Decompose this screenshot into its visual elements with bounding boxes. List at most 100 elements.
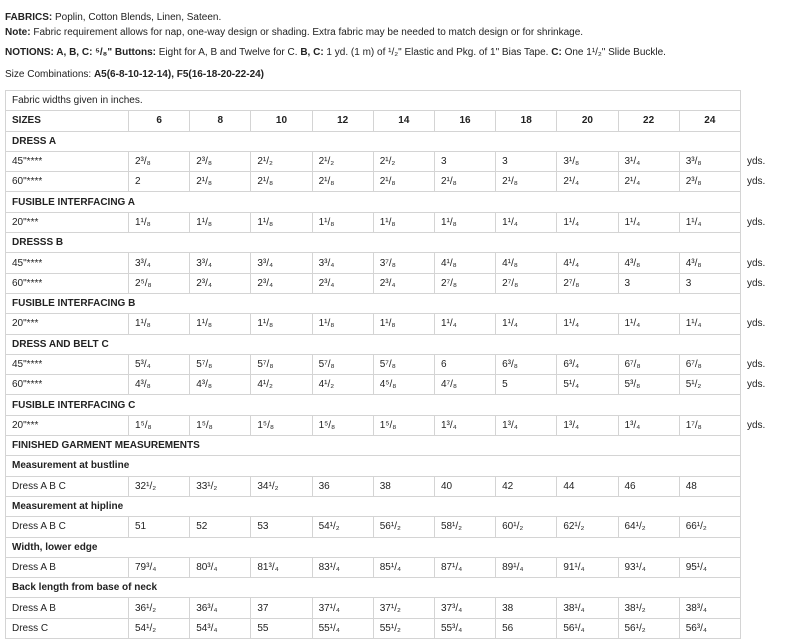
value-cell: 2¹/₂ — [251, 151, 312, 171]
value-cell: 1¹/₄ — [618, 212, 679, 232]
value-cell: 58¹/₂ — [434, 517, 495, 537]
section-row: Back length from base of neck — [6, 578, 794, 598]
value-cell: 37 — [251, 598, 312, 618]
value-cell: 1¹/₄ — [557, 314, 618, 334]
value-cell: 2³/₄ — [251, 273, 312, 293]
value-cell: 4³/₈ — [129, 375, 190, 395]
header-cell: 18 — [496, 111, 557, 131]
unit-cell — [740, 293, 794, 313]
value-cell: 5³/₄ — [129, 354, 190, 374]
value-cell: 1¹/₈ — [251, 314, 312, 334]
notions-line: NOTIONS: A, B, C: ⁵/₈" Buttons: Eight fo… — [5, 47, 666, 58]
value-cell: 2³/₄ — [190, 273, 251, 293]
row-label: Dress A B — [6, 598, 129, 618]
value-cell: 4¹/₈ — [496, 253, 557, 273]
value-cell: 4³/₈ — [679, 253, 740, 273]
value-cell: 46 — [618, 476, 679, 496]
value-cell: 44 — [557, 476, 618, 496]
value-cell: 6⁷/₈ — [679, 354, 740, 374]
header-cell: 16 — [434, 111, 495, 131]
label: NOTIONS: A, B, C: ⁵/₈" Buttons: — [5, 47, 156, 58]
value-cell: 2⁷/₈ — [557, 273, 618, 293]
value-cell: 5¹/₄ — [557, 375, 618, 395]
value-cell: 1¹/₄ — [496, 212, 557, 232]
value-cell: 32¹/₂ — [129, 476, 190, 496]
text: Fabric requirement allows for nap, one-w… — [31, 27, 584, 38]
unit-cell: yds. — [740, 172, 794, 192]
unit-cell — [740, 436, 794, 456]
header-cell: 12 — [312, 111, 373, 131]
value-cell: 81³/₄ — [251, 557, 312, 577]
value-cell: 37³/₄ — [434, 598, 495, 618]
section-title: Measurement at hipline — [6, 496, 741, 516]
value-cell: 1¹/₈ — [129, 314, 190, 334]
value-cell: 3⁷/₈ — [373, 253, 434, 273]
value-cell: 55³/₄ — [434, 618, 495, 638]
value-cell: 6 — [434, 354, 495, 374]
value-cell: 54³/₄ — [190, 618, 251, 638]
value-cell: 2⁷/₈ — [496, 273, 557, 293]
value-cell: 1¹/₈ — [190, 212, 251, 232]
value-cell: 1⁵/₈ — [129, 415, 190, 435]
label: FABRICS: — [5, 12, 52, 23]
header-cell: 22 — [618, 111, 679, 131]
section-row: Width, lower edge — [6, 537, 794, 557]
value-cell: 5³/₈ — [618, 375, 679, 395]
value-cell: 2¹/₈ — [251, 172, 312, 192]
value-cell: 1³/₄ — [618, 415, 679, 435]
unit-cell — [740, 598, 794, 618]
section-row: FUSIBLE INTERFACING C — [6, 395, 794, 415]
header-cell: 14 — [373, 111, 434, 131]
value-cell: 1⁵/₈ — [190, 415, 251, 435]
unit-cell — [740, 192, 794, 212]
value-cell: 79³/₄ — [129, 557, 190, 577]
unit-cell: yds. — [740, 273, 794, 293]
value-cell: 3³/₄ — [190, 253, 251, 273]
value-cell: 56¹/₄ — [557, 618, 618, 638]
section-title: Measurement at bustline — [6, 456, 741, 476]
value-cell: 42 — [496, 476, 557, 496]
text: 1 yd. (1 m) of ¹/₂" Elastic and Pkg. of … — [324, 47, 552, 58]
value-cell: 87¹/₄ — [434, 557, 495, 577]
row-label: 20"*** — [6, 415, 129, 435]
value-cell: 80³/₄ — [190, 557, 251, 577]
value-cell: 4⁵/₈ — [373, 375, 434, 395]
sizes-line: Size Combinations: A5(6-8-10-12-14), F5(… — [5, 69, 264, 80]
value-cell: 48 — [679, 476, 740, 496]
value-cell: 4¹/₈ — [434, 253, 495, 273]
value-cell: 1¹/₄ — [434, 314, 495, 334]
value-cell: 1¹/₈ — [312, 314, 373, 334]
value-cell: 4¹/₂ — [312, 375, 373, 395]
value-cell: 2⁵/₈ — [129, 273, 190, 293]
unit-cell — [740, 496, 794, 516]
section-title: FUSIBLE INTERFACING A — [6, 192, 741, 212]
unit-cell — [740, 334, 794, 354]
row-label: 45"**** — [6, 354, 129, 374]
value-cell: 1¹/₈ — [251, 212, 312, 232]
value-cell: 89¹/₄ — [496, 557, 557, 577]
value-cell: 1¹/₈ — [312, 212, 373, 232]
value-cell: 55¹/₄ — [312, 618, 373, 638]
value-cell: 3³/₈ — [679, 151, 740, 171]
value-cell: 2¹/₈ — [434, 172, 495, 192]
value-cell: 2³/₄ — [373, 273, 434, 293]
row-label: 20"*** — [6, 212, 129, 232]
value-cell: 2¹/₄ — [557, 172, 618, 192]
value-cell: 5⁷/₈ — [251, 354, 312, 374]
value-cell: 33¹/₂ — [190, 476, 251, 496]
section-row: FINISHED GARMENT MEASUREMENTS — [6, 436, 794, 456]
value-cell: 4³/₈ — [190, 375, 251, 395]
value-cell: 66¹/₂ — [679, 517, 740, 537]
value-cell: 40 — [434, 476, 495, 496]
value-cell: 2³/₈ — [679, 172, 740, 192]
value-cell: 53 — [251, 517, 312, 537]
section-row: DRESSS B — [6, 233, 794, 253]
value-cell: 38¹/₄ — [557, 598, 618, 618]
value-cell: 1⁵/₈ — [312, 415, 373, 435]
